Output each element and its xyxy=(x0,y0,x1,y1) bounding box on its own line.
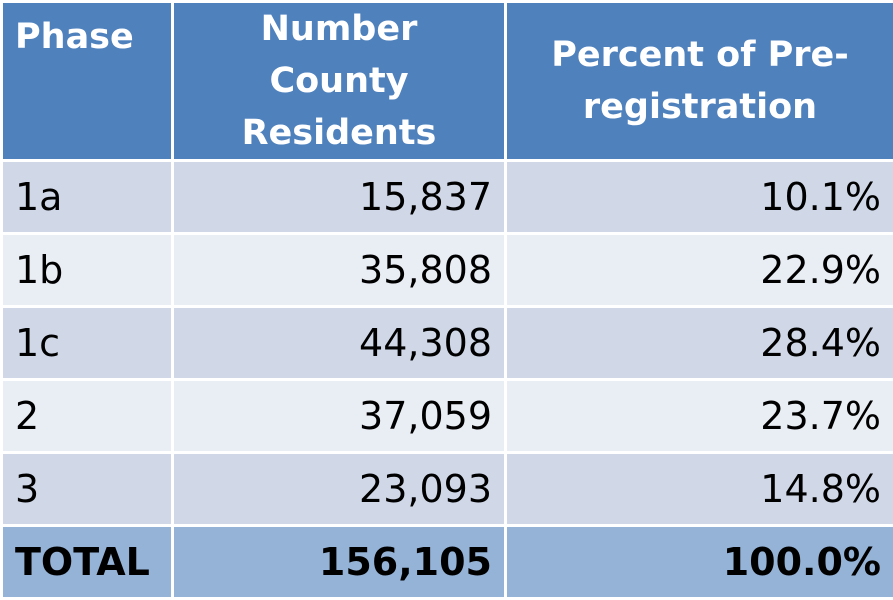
cell-phase: 1a xyxy=(2,161,173,234)
cell-percent: 23.7% xyxy=(506,380,893,453)
cell-percent: 22.9% xyxy=(506,234,893,307)
total-row: TOTAL 156,105 100.0% xyxy=(2,526,893,599)
table-row: 1b 35,808 22.9% xyxy=(2,234,893,307)
header-phase: Phase xyxy=(2,2,173,161)
total-label: TOTAL xyxy=(2,526,173,599)
cell-percent: 28.4% xyxy=(506,307,893,380)
table-footer: TOTAL 156,105 100.0% xyxy=(2,526,893,599)
cell-phase: 1b xyxy=(2,234,173,307)
cell-residents: 37,059 xyxy=(173,380,506,453)
header-row: Phase Number County Residents Percent of… xyxy=(2,2,893,161)
table-row: 1c 44,308 28.4% xyxy=(2,307,893,380)
total-residents: 156,105 xyxy=(173,526,506,599)
cell-percent: 14.8% xyxy=(506,453,893,526)
header-residents: Number County Residents xyxy=(173,2,506,161)
table-row: 2 37,059 23.7% xyxy=(2,380,893,453)
cell-phase: 2 xyxy=(2,380,173,453)
cell-residents: 44,308 xyxy=(173,307,506,380)
header-percent: Percent of Pre-registration xyxy=(506,2,893,161)
table-header: Phase Number County Residents Percent of… xyxy=(2,2,893,161)
cell-residents: 35,808 xyxy=(173,234,506,307)
cell-phase: 1c xyxy=(2,307,173,380)
table-row: 1a 15,837 10.1% xyxy=(2,161,893,234)
total-percent: 100.0% xyxy=(506,526,893,599)
cell-residents: 23,093 xyxy=(173,453,506,526)
cell-residents: 15,837 xyxy=(173,161,506,234)
cell-phase: 3 xyxy=(2,453,173,526)
table-row: 3 23,093 14.8% xyxy=(2,453,893,526)
table-body: 1a 15,837 10.1% 1b 35,808 22.9% 1c 44,30… xyxy=(2,161,893,526)
cell-percent: 10.1% xyxy=(506,161,893,234)
